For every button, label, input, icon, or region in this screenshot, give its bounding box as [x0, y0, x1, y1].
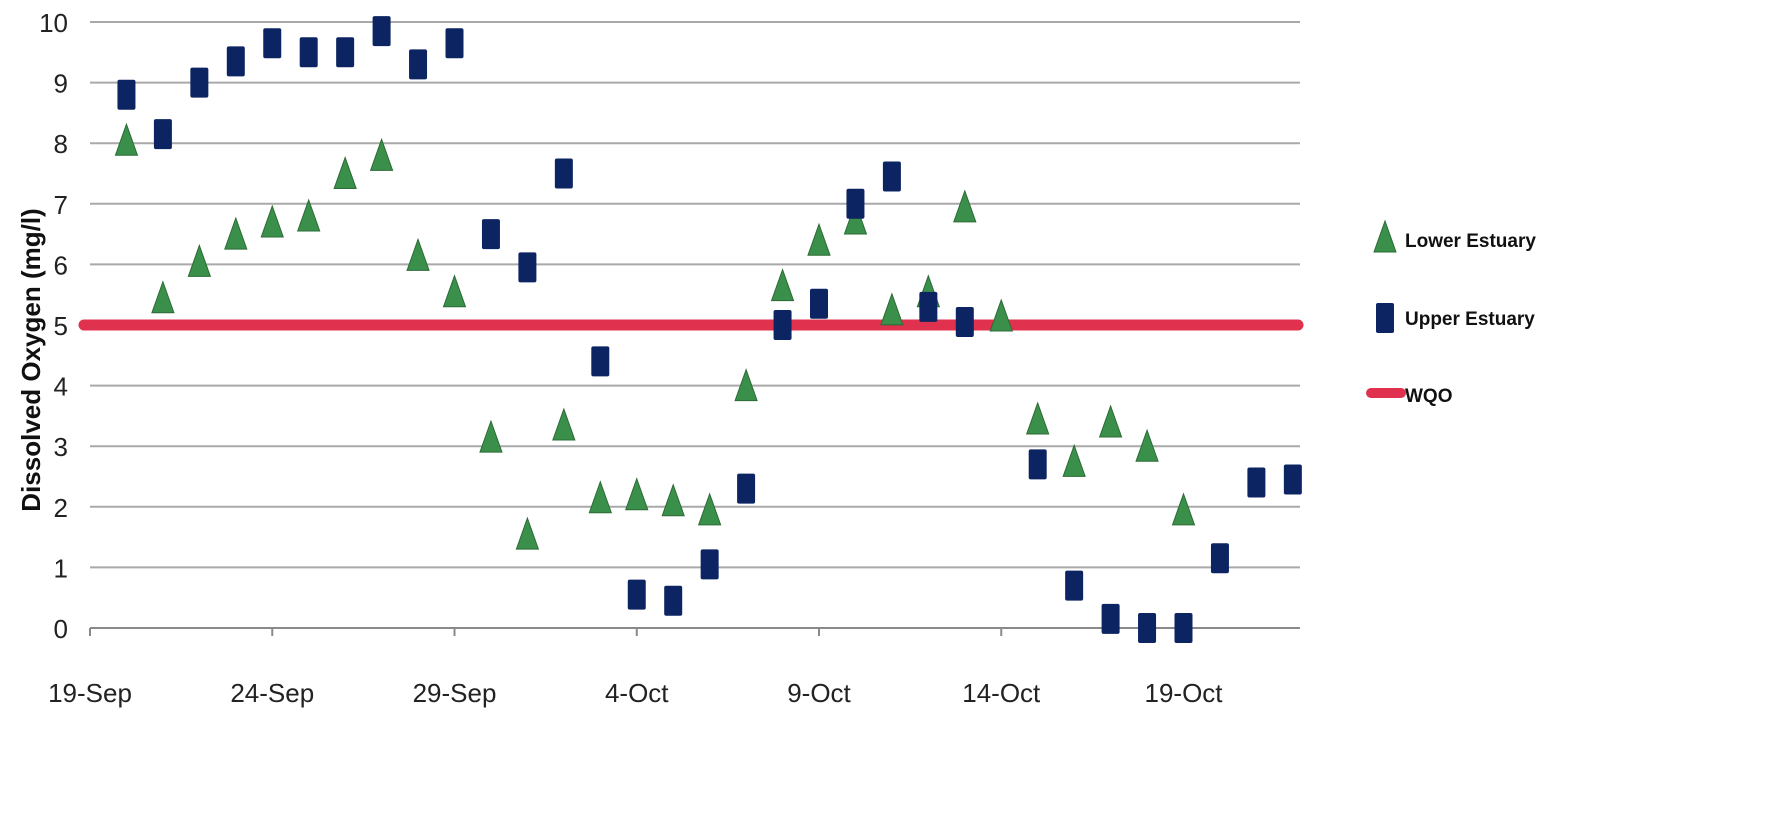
lower-estuary-point	[807, 222, 831, 256]
lower-estuary-point	[1135, 428, 1159, 462]
legend-item: Upper Estuary	[1376, 303, 1535, 333]
lower-estuary-point	[114, 122, 139, 156]
upper-estuary-point	[1283, 464, 1302, 495]
upper-estuary-point	[700, 549, 719, 580]
upper-estuary-point	[190, 67, 209, 98]
y-tick-label: 5	[54, 311, 68, 341]
upper-estuary-point	[481, 219, 500, 250]
upper-estuary-point	[1247, 467, 1266, 498]
upper-estuary-point	[664, 585, 683, 616]
lower-estuary-point	[770, 268, 795, 302]
upper-estuary-point	[226, 46, 245, 77]
series-upper-estuary	[117, 16, 1302, 643]
legend-label: Upper Estuary	[1405, 309, 1535, 330]
lower-estuary-point	[661, 483, 685, 517]
lower-estuary-point	[734, 368, 758, 402]
upper-estuary-point	[1028, 449, 1047, 480]
lower-estuary-point	[1171, 492, 1196, 526]
upper-estuary-point	[117, 79, 136, 110]
legend-item: WQO	[1366, 386, 1453, 407]
y-tick-label: 6	[54, 250, 68, 280]
y-tick-label: 2	[54, 493, 68, 523]
upper-estuary-point	[955, 306, 974, 337]
upper-estuary-point	[919, 291, 938, 322]
upper-estuary-point	[409, 49, 428, 80]
upper-estuary-point	[554, 158, 573, 189]
y-tick-label: 4	[54, 372, 68, 402]
legend-item: Lower Estuary	[1373, 219, 1536, 253]
upper-estuary-point	[445, 28, 464, 59]
upper-estuary-point	[153, 119, 172, 150]
x-tick-label: 29-Sep	[413, 678, 497, 708]
upper-estuary-point	[336, 37, 355, 68]
legend-label: WQO	[1405, 386, 1453, 407]
lower-estuary-point	[989, 298, 1013, 332]
lower-estuary-point	[1025, 401, 1050, 435]
y-tick-label: 3	[54, 432, 68, 462]
legend-triangle-marker	[1373, 219, 1397, 253]
lower-estuary-point	[479, 419, 503, 453]
lower-estuary-point	[187, 243, 212, 277]
upper-estuary-point	[591, 346, 610, 377]
upper-estuary-point	[1138, 613, 1157, 643]
lower-estuary-point	[1098, 404, 1123, 438]
upper-estuary-point	[810, 288, 828, 319]
lower-estuary-point	[552, 407, 576, 441]
upper-estuary-point	[1174, 613, 1193, 643]
upper-estuary-point	[1210, 543, 1229, 574]
y-tick-label: 8	[54, 129, 68, 159]
lower-estuary-point	[296, 198, 321, 232]
lower-estuary-point	[1062, 443, 1086, 477]
legend: Lower Estuary Upper Estuary WQO	[1366, 219, 1536, 407]
y-tick-label: 9	[54, 69, 68, 99]
lower-estuary-point	[953, 189, 977, 223]
lower-estuary-point	[260, 204, 284, 238]
lower-estuary-point	[151, 280, 175, 314]
lower-estuary-point	[625, 477, 649, 511]
y-tick-label: 0	[54, 614, 68, 644]
y-tick-label: 10	[39, 8, 68, 38]
lower-estuary-point	[515, 516, 540, 550]
upper-estuary-point	[1101, 603, 1120, 634]
upper-estuary-point	[846, 188, 865, 219]
y-tick-label: 7	[54, 190, 68, 220]
upper-estuary-point	[263, 28, 282, 59]
x-tick-label: 4-Oct	[605, 678, 669, 708]
x-tick-label: 14-Oct	[962, 678, 1041, 708]
lower-estuary-point	[697, 492, 722, 526]
upper-estuary-point	[299, 37, 318, 68]
axes: 0 1 2 3 4 5 6 7 8 9 10 19-Sep 24-Sep 29-Sep 4-Oct 9-Oct…	[39, 8, 1300, 708]
lower-estuary-point	[442, 274, 467, 308]
series-lower-estuary	[114, 122, 1196, 550]
x-tick-label: 9-Oct	[787, 678, 851, 708]
data-points	[114, 16, 1302, 643]
lower-estuary-point	[369, 137, 394, 171]
legend-label: Lower Estuary	[1405, 231, 1536, 252]
x-tick-label: 19-Oct	[1144, 678, 1223, 708]
lower-estuary-point	[333, 156, 357, 190]
x-tick-label: 19-Sep	[48, 678, 132, 708]
y-tick-label: 1	[54, 553, 68, 583]
y-axis-title: Dissolved Oxygen (mg/l)	[16, 208, 46, 511]
lower-estuary-point	[880, 292, 904, 326]
legend-rect-marker	[1376, 303, 1394, 333]
lower-estuary-point	[224, 216, 248, 250]
upper-estuary-point	[627, 579, 646, 610]
upper-estuary-point	[518, 252, 537, 283]
upper-estuary-point	[1065, 570, 1084, 601]
lower-estuary-point	[406, 237, 430, 271]
upper-estuary-point	[372, 16, 391, 47]
upper-estuary-point	[882, 161, 901, 192]
upper-estuary-point	[737, 473, 756, 504]
upper-estuary-point	[773, 310, 792, 340]
lower-estuary-point	[588, 480, 613, 514]
x-tick-label: 24-Sep	[230, 678, 314, 708]
